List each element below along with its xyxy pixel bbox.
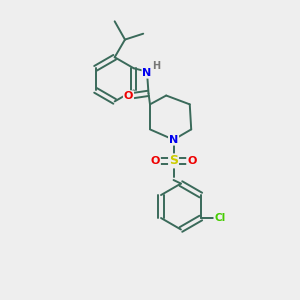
Text: H: H (152, 61, 160, 71)
Text: O: O (187, 156, 196, 166)
Text: N: N (169, 135, 178, 145)
Text: S: S (169, 154, 178, 167)
Text: O: O (124, 91, 133, 101)
Text: O: O (151, 156, 160, 166)
Text: N: N (142, 68, 152, 78)
Text: Cl: Cl (214, 213, 226, 223)
